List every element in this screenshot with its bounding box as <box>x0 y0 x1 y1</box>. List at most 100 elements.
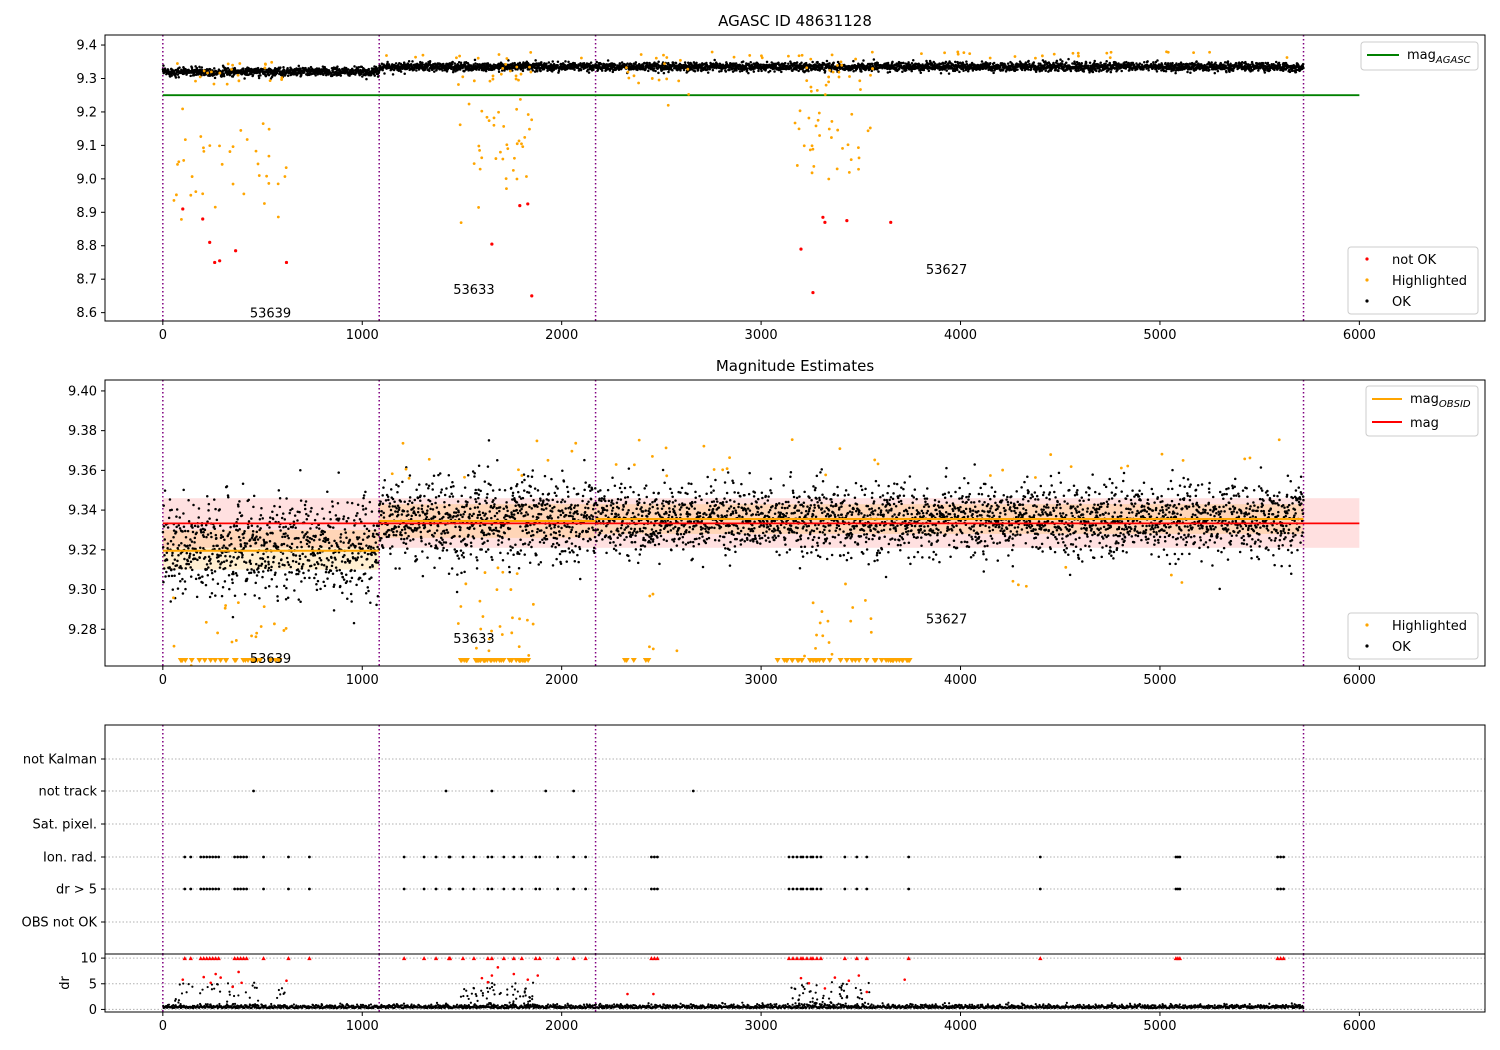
highlighted-point <box>528 65 531 69</box>
ok-point <box>800 61 803 65</box>
ok-point <box>192 553 196 557</box>
ok-point <box>706 68 709 71</box>
highlighted-point <box>497 53 501 56</box>
ok-point <box>901 70 904 73</box>
ok-point <box>279 66 282 69</box>
ok-point <box>162 525 166 528</box>
ok-point <box>302 71 306 74</box>
ok-point <box>1080 62 1084 65</box>
ok-point <box>399 62 403 66</box>
ok-point <box>173 568 176 571</box>
ok-point <box>606 59 610 62</box>
ok-point <box>1067 57 1070 61</box>
ok-point <box>309 65 313 69</box>
ok-point <box>617 68 621 71</box>
obsid-annotation: 53627 <box>926 263 967 278</box>
highlighted-point <box>228 150 232 153</box>
ok-point <box>592 68 595 72</box>
panel1-legend-lower: not OK Highlighted OK <box>1347 246 1479 315</box>
ok-point <box>229 525 232 529</box>
ok-point <box>228 73 232 77</box>
ok-point <box>1095 69 1098 73</box>
ok-point <box>161 530 165 534</box>
ok-point <box>1044 69 1047 73</box>
ok-point <box>183 557 186 561</box>
ok-point <box>211 552 214 556</box>
highlighted-point <box>497 110 500 114</box>
p1-ytick-label: 9.4 <box>76 39 97 54</box>
ok-point <box>1189 71 1192 75</box>
ok-point <box>735 69 738 72</box>
highlighted-point <box>798 109 802 113</box>
highlighted-point <box>800 53 804 57</box>
ok-point <box>852 59 855 63</box>
highlighted-point <box>1052 52 1056 56</box>
ok-point <box>187 547 190 550</box>
highlighted-point <box>968 52 972 56</box>
highlighted-point <box>857 156 861 160</box>
ok-point <box>683 61 687 64</box>
legend-marker-ok <box>1365 299 1369 303</box>
highlighted-point <box>748 54 752 57</box>
ok-point <box>679 69 682 72</box>
ok-point <box>226 66 230 70</box>
ok-point <box>205 535 208 539</box>
highlighted-point <box>836 128 840 132</box>
ok-point <box>557 69 561 73</box>
ok-point <box>1091 70 1095 74</box>
ok-point <box>724 70 728 73</box>
highlighted-point <box>805 66 809 70</box>
ok-point <box>219 554 222 557</box>
ok-point <box>760 69 763 73</box>
highlighted-point <box>836 64 839 67</box>
ok-point <box>282 66 285 69</box>
p1-xtick-label: 3000 <box>745 328 778 343</box>
ok-point <box>203 556 207 559</box>
legend-marker-highlighted <box>1365 278 1369 282</box>
not-ok-point <box>284 260 289 265</box>
highlighted-point <box>1285 56 1289 59</box>
ok-point <box>547 61 551 64</box>
ok-point <box>210 571 214 575</box>
ok-point <box>1082 70 1086 73</box>
ok-point <box>413 68 416 71</box>
ok-point <box>637 62 641 66</box>
ok-point <box>169 539 173 543</box>
highlighted-point <box>662 53 665 57</box>
ok-point <box>181 530 184 533</box>
ok-point <box>195 531 198 534</box>
ok-point <box>1147 68 1150 72</box>
highlighted-point <box>283 175 287 178</box>
ok-point <box>540 61 543 64</box>
ok-point <box>188 552 192 556</box>
ok-point <box>357 65 361 69</box>
ok-point <box>1231 69 1235 72</box>
ok-point <box>780 70 783 74</box>
highlighted-point <box>276 182 280 186</box>
ok-point <box>451 60 454 64</box>
highlighted-point <box>517 139 521 143</box>
highlighted-point <box>477 144 481 148</box>
highlighted-point <box>504 177 508 181</box>
ok-point <box>1263 71 1267 74</box>
ok-point <box>567 60 570 64</box>
ok-point <box>216 544 219 547</box>
ok-point <box>179 580 182 583</box>
highlighted-point <box>870 50 874 54</box>
ok-point <box>1064 61 1068 64</box>
ok-point <box>175 508 179 511</box>
ok-point <box>556 60 560 64</box>
ok-point <box>184 535 188 539</box>
ok-point <box>690 68 694 71</box>
ok-point <box>652 69 655 72</box>
ok-point <box>314 74 317 77</box>
ok-point <box>221 535 225 539</box>
panel1-title: AGASC ID 48631128 <box>718 12 872 30</box>
highlighted-point <box>827 80 831 84</box>
ok-point <box>200 66 204 69</box>
highlighted-point <box>869 73 872 77</box>
ok-point <box>215 518 219 522</box>
ok-point <box>286 74 290 77</box>
ok-point <box>579 68 583 72</box>
ok-point <box>1027 59 1030 63</box>
